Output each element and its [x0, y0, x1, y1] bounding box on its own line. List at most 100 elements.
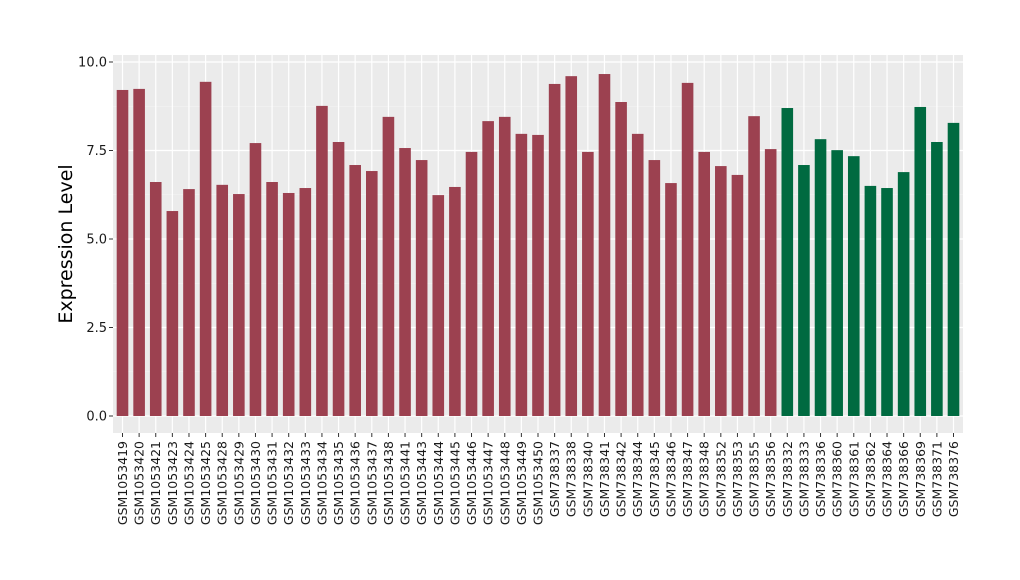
- x-tick-label: GSM738364: [880, 441, 895, 517]
- bar-GSM1053446: [465, 151, 478, 416]
- bar-GSM1053447: [482, 121, 494, 417]
- bar-GSM1053430: [249, 143, 262, 417]
- x-tick-label: GSM1053420: [132, 441, 147, 525]
- bar-GSM738337: [548, 83, 561, 416]
- x-tick-label: GSM1053419: [115, 441, 130, 525]
- x-tick-label: GSM1053428: [215, 441, 230, 525]
- y-tick-label: 10.0: [78, 56, 107, 71]
- y-tick-label: 7.5: [86, 144, 107, 159]
- bar-GSM738353: [731, 174, 744, 416]
- bar-GSM1053448: [498, 116, 511, 417]
- x-tick-label: GSM738371: [929, 441, 944, 517]
- bar-GSM738366: [897, 172, 910, 416]
- y-tick-label: 5.0: [86, 233, 107, 248]
- bar-GSM1053437: [366, 171, 378, 416]
- bar-GSM1053443: [415, 160, 428, 416]
- bar-GSM1053424: [183, 189, 195, 416]
- bar-GSM738361: [847, 156, 860, 416]
- bar-GSM1053434: [316, 105, 328, 417]
- bar-GSM738356: [764, 149, 777, 417]
- bar-GSM738332: [781, 108, 794, 417]
- bar-GSM738340: [582, 151, 594, 416]
- bar-GSM1053428: [216, 184, 229, 416]
- bar-GSM738371: [931, 142, 943, 416]
- bar-GSM738341: [598, 74, 611, 416]
- bar-GSM1053441: [399, 148, 411, 416]
- x-tick-label: GSM738369: [913, 441, 928, 517]
- bars: [116, 74, 960, 417]
- bar-GSM1053429: [233, 194, 245, 416]
- bar-GSM738355: [748, 116, 760, 417]
- x-tick-label: GSM1053431: [265, 441, 280, 525]
- x-tick-label: GSM1053425: [198, 441, 213, 525]
- bar-GSM1053420: [133, 88, 145, 417]
- bar-GSM1053423: [166, 211, 179, 416]
- y-tick-label: 2.5: [86, 321, 107, 336]
- x-tick-label: GSM738348: [697, 441, 712, 517]
- bar-GSM738360: [831, 150, 843, 416]
- x-tick-label: GSM738346: [663, 441, 678, 517]
- x-tick-label: GSM738362: [863, 441, 878, 517]
- bar-GSM738336: [814, 139, 827, 416]
- x-tick-label: GSM738356: [763, 441, 778, 517]
- bar-GSM738362: [864, 185, 877, 416]
- bar-GSM738352: [715, 166, 727, 416]
- x-tick-label: GSM738344: [630, 441, 645, 517]
- x-axis: GSM1053419 GSM1053420 GSM1053421 GSM1053423…: [115, 433, 961, 525]
- x-tick-label: GSM1053435: [331, 441, 346, 525]
- bar-GSM738346: [665, 183, 677, 416]
- bar-GSM1053419: [116, 89, 129, 416]
- x-tick-label: GSM1053443: [414, 441, 429, 525]
- x-tick-label: GSM738333: [796, 441, 811, 517]
- x-tick-label: GSM738347: [680, 441, 695, 517]
- x-tick-label: GSM1053436: [348, 441, 363, 525]
- x-tick-label: GSM738366: [896, 441, 911, 517]
- bar-GSM1053425: [199, 81, 212, 416]
- bar-GSM1053450: [532, 134, 544, 416]
- x-tick-label: GSM738353: [730, 441, 745, 517]
- x-tick-label: GSM738341: [597, 441, 612, 517]
- bar-GSM738342: [615, 102, 627, 416]
- x-tick-label: GSM1053450: [531, 441, 546, 525]
- bar-GSM1053449: [515, 133, 528, 416]
- bar-GSM1053431: [266, 182, 278, 416]
- x-tick-label: GSM1053438: [381, 441, 396, 525]
- x-tick-label: GSM1053441: [398, 441, 413, 525]
- bar-GSM1053435: [332, 142, 345, 416]
- x-tick-label: GSM738355: [747, 441, 762, 517]
- x-tick-label: GSM1053446: [464, 441, 479, 525]
- x-tick-label: GSM1053433: [298, 441, 313, 525]
- y-axis: 0.0 2.5 5.0 7.5 10.0: [78, 56, 113, 425]
- x-tick-label: GSM738352: [713, 441, 728, 517]
- x-tick-label: GSM1053447: [481, 441, 496, 525]
- x-tick-label: GSM738337: [547, 441, 562, 517]
- bar-GSM738344: [631, 133, 644, 416]
- x-tick-label: GSM1053434: [314, 441, 329, 525]
- bar-GSM1053433: [299, 188, 312, 416]
- x-tick-label: GSM738340: [580, 441, 595, 517]
- bar-GSM738376: [947, 122, 960, 416]
- x-tick-label: GSM738360: [830, 441, 845, 517]
- x-tick-label: GSM738361: [846, 441, 861, 517]
- bar-GSM1053436: [349, 165, 361, 416]
- x-tick-label: GSM1053437: [364, 441, 379, 525]
- x-tick-label: GSM1053449: [514, 441, 529, 525]
- bar-GSM1053432: [282, 192, 295, 416]
- x-tick-label: GSM1053445: [447, 441, 462, 525]
- x-tick-label: GSM738342: [614, 441, 629, 517]
- bar-GSM738333: [798, 165, 810, 416]
- x-tick-label: GSM1053423: [165, 441, 180, 525]
- bar-GSM1053421: [149, 182, 162, 416]
- bar-GSM738369: [914, 106, 927, 416]
- y-axis-label: Expression Level: [55, 164, 77, 323]
- x-tick-label: GSM1053421: [148, 441, 163, 525]
- x-tick-label: GSM738336: [813, 441, 828, 517]
- x-tick-label: GSM1053432: [281, 441, 296, 525]
- x-tick-label: GSM1053424: [181, 441, 196, 525]
- x-tick-label: GSM738332: [780, 441, 795, 517]
- bar-GSM738338: [565, 76, 578, 416]
- x-tick-label: GSM738376: [946, 441, 961, 517]
- bar-GSM1053445: [449, 186, 461, 416]
- bar-GSM738364: [881, 188, 893, 416]
